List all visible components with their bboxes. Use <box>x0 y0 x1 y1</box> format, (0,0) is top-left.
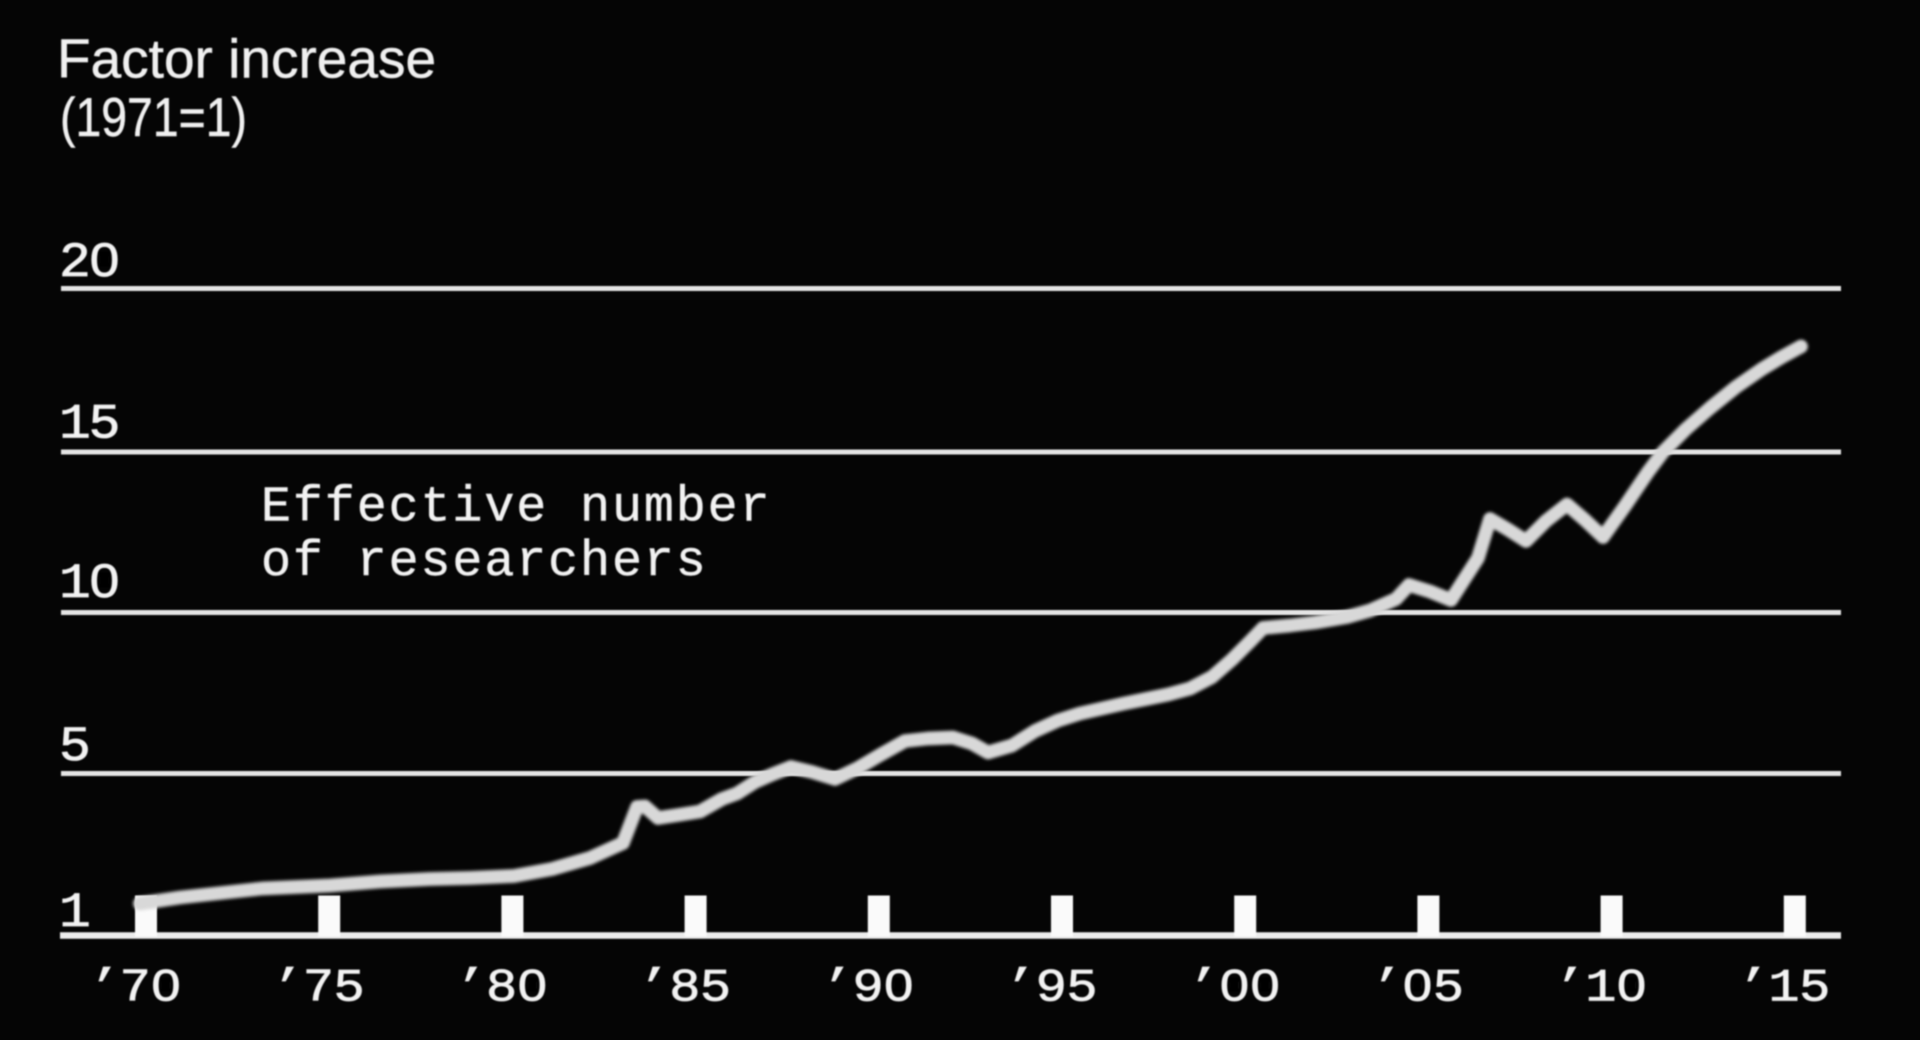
svg-text:(1971=1): (1971=1) <box>60 86 247 148</box>
svg-text:5: 5 <box>59 721 89 776</box>
svg-text:’95: ’95 <box>1005 962 1097 1014</box>
svg-text:10: 10 <box>59 558 118 613</box>
svg-text:1: 1 <box>59 887 89 942</box>
svg-text:of researchers: of researchers <box>261 534 708 591</box>
svg-text:’75: ’75 <box>272 962 364 1014</box>
svg-text:’85: ’85 <box>639 962 731 1014</box>
svg-text:’05: ’05 <box>1371 962 1463 1014</box>
svg-text:20: 20 <box>59 237 118 292</box>
svg-text:Effective number: Effective number <box>261 480 771 537</box>
svg-text:15: 15 <box>59 398 118 453</box>
svg-text:’15: ’15 <box>1738 962 1830 1014</box>
svg-text:Factor increase: Factor increase <box>57 28 436 90</box>
